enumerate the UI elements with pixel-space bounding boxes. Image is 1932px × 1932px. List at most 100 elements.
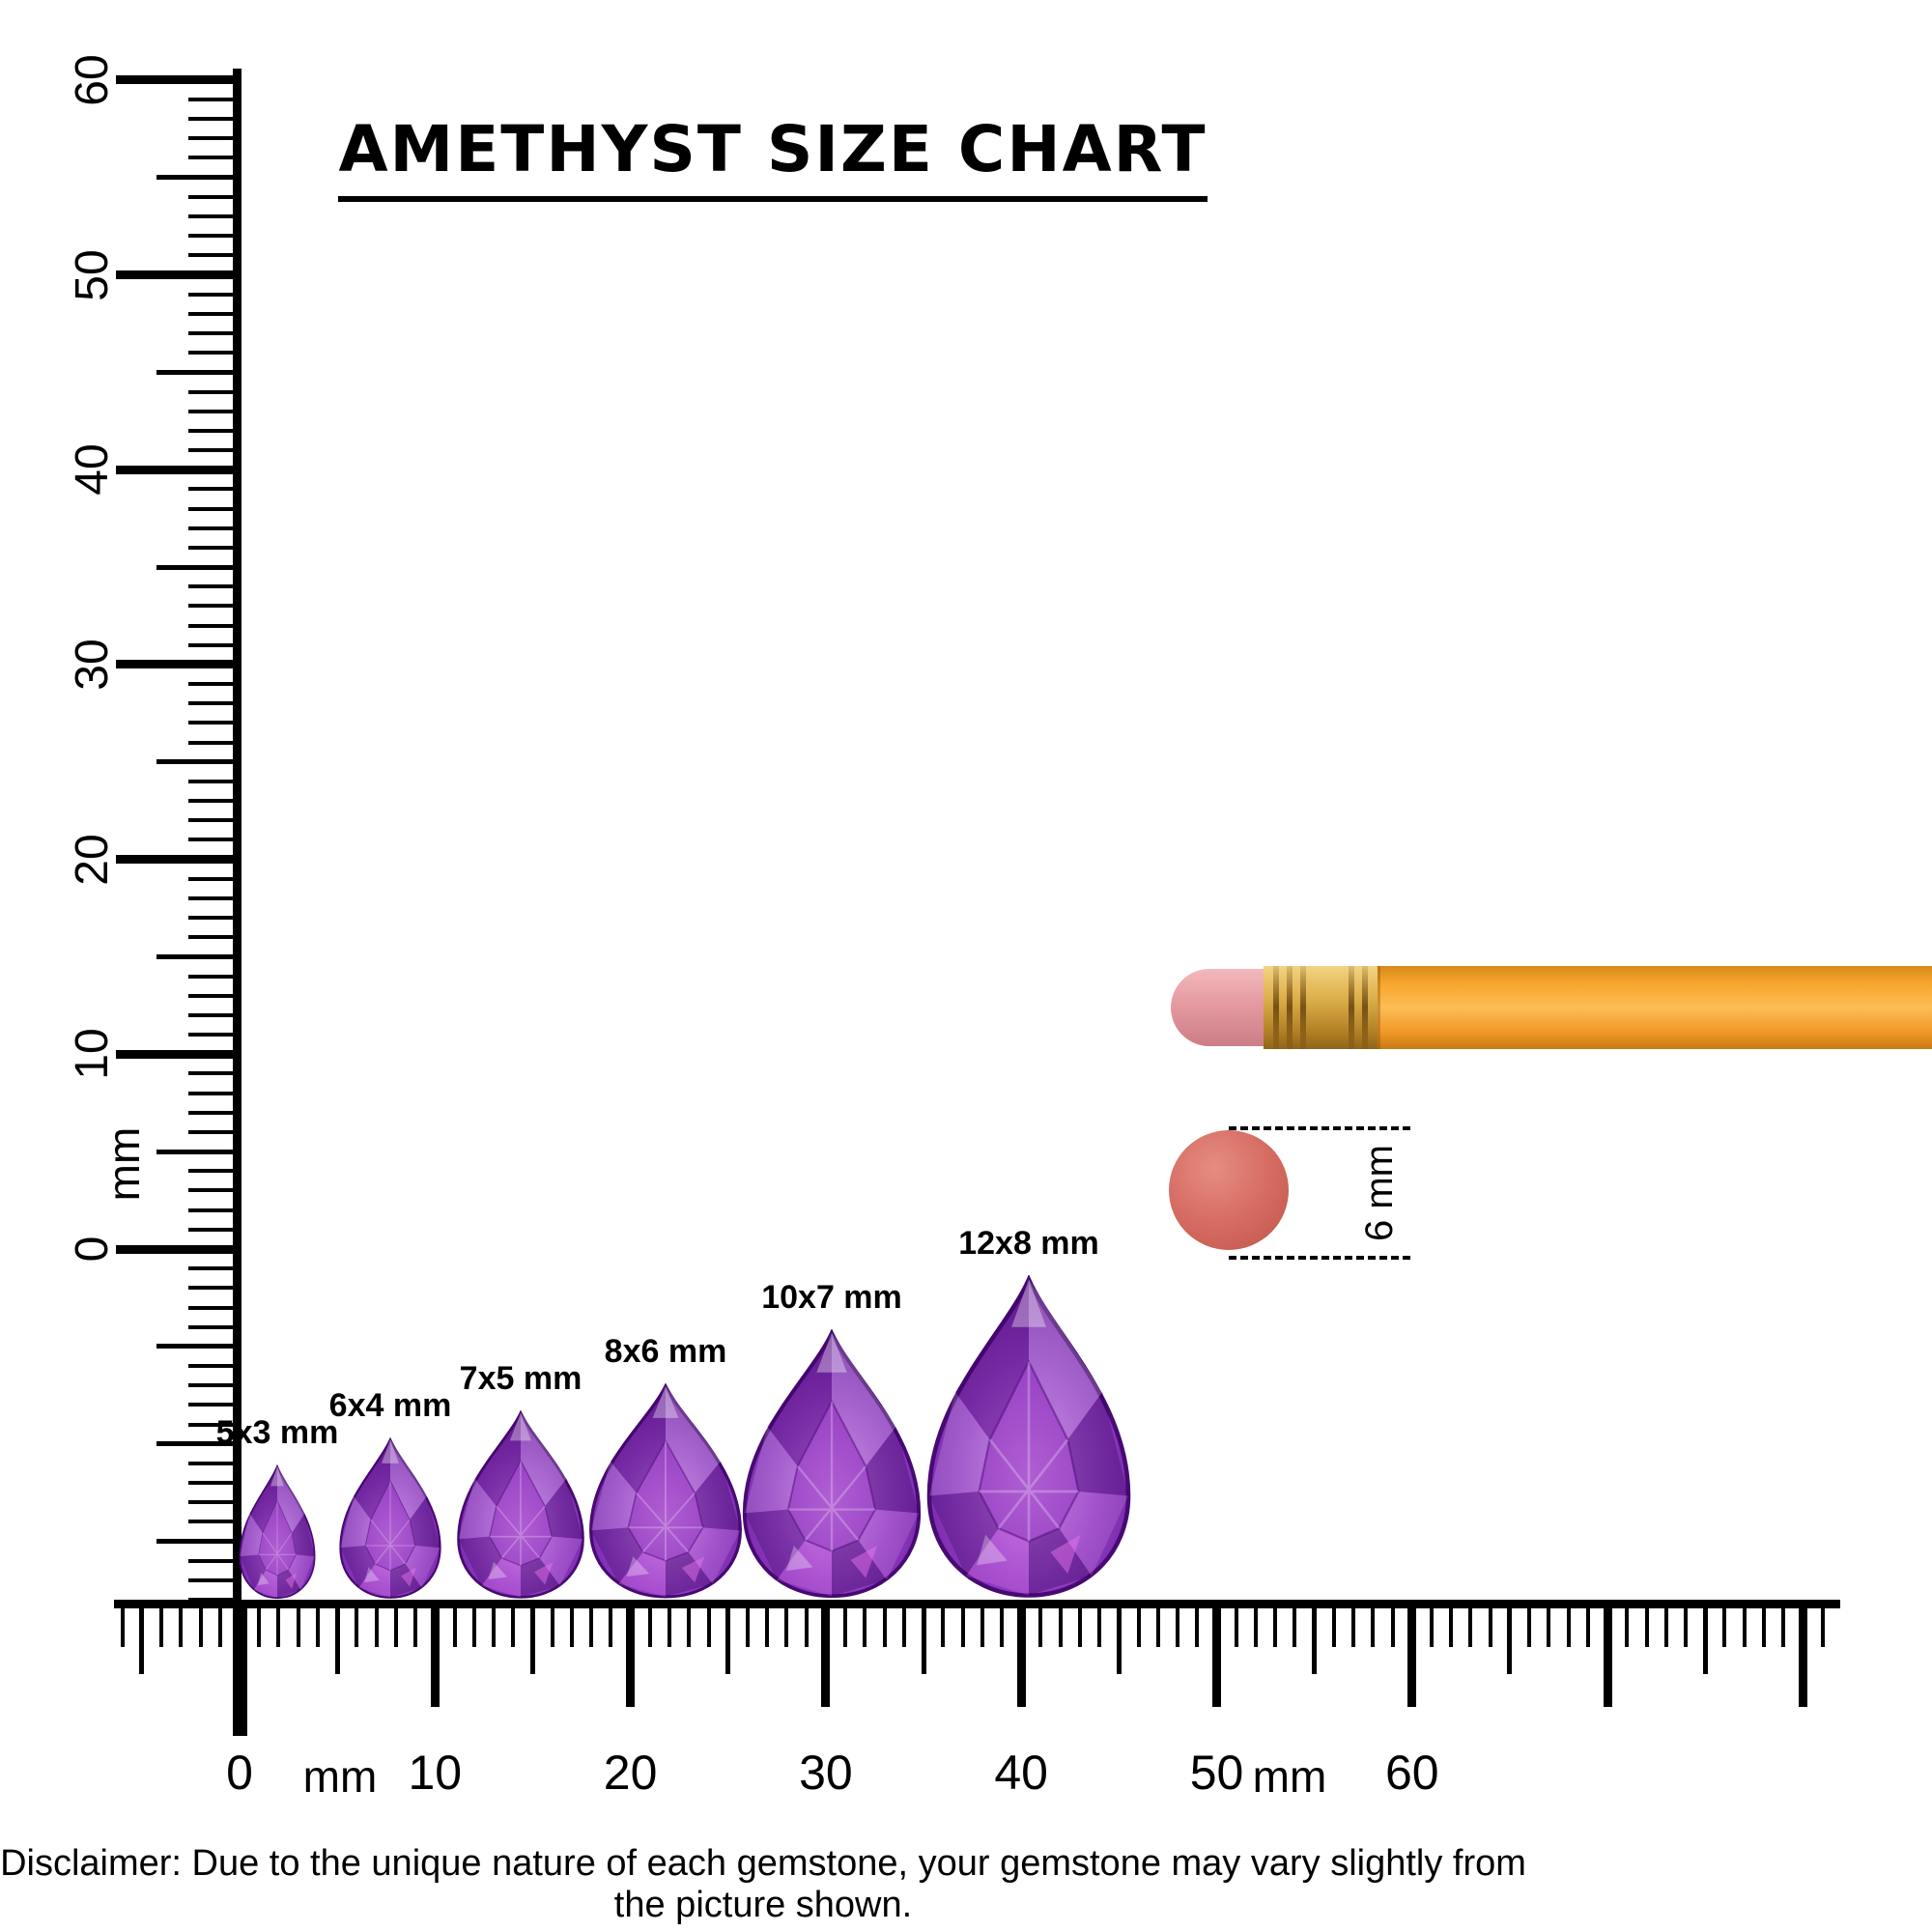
horizontal-ruler-tick: [1212, 1608, 1221, 1707]
vertical-ruler-tick: [188, 1324, 242, 1329]
horizontal-ruler-tick: [1684, 1608, 1689, 1647]
horizontal-ruler-tick: [393, 1608, 398, 1647]
amethyst-gem: [453, 1410, 588, 1600]
horizontal-ruler-tick: [1468, 1608, 1473, 1647]
vertical-ruler-tick: [188, 1461, 242, 1465]
vertical-ruler-tick: [188, 331, 242, 335]
horizontal-ruler-tick: [159, 1608, 164, 1647]
vertical-ruler-tick: [188, 253, 242, 258]
horizontal-ruler-tick: [217, 1608, 222, 1647]
horizontal-ruler-tick: [511, 1608, 516, 1647]
vertical-ruler-tick: [188, 526, 242, 530]
vertical-ruler-tick: [188, 136, 242, 141]
vertical-ruler-tick: [188, 876, 242, 881]
vertical-ruler-tick: [188, 545, 242, 550]
vertical-ruler-number: 10: [66, 1028, 118, 1080]
vertical-ruler-tick: [188, 721, 242, 725]
vertical-ruler-tick: [188, 974, 242, 979]
horizontal-ruler-tick: [1331, 1608, 1336, 1647]
amethyst-gem-svg: [742, 1329, 922, 1599]
gem-size-label: 10x7 mm: [761, 1279, 902, 1316]
horizontal-ruler-unit-left: mm: [302, 1751, 378, 1802]
horizontal-ruler-tick: [139, 1608, 145, 1674]
eraser-dimension-label: 6 mm: [1357, 1145, 1401, 1241]
vertical-ruler-number: 20: [66, 833, 118, 886]
vertical-ruler-tick: [188, 292, 242, 297]
horizontal-ruler-tick: [529, 1608, 535, 1674]
vertical-ruler-tick: [188, 194, 242, 199]
vertical-ruler-tick: [188, 1286, 242, 1291]
horizontal-ruler-tick: [296, 1608, 300, 1647]
gem-size-label: 7x5 mm: [459, 1360, 582, 1397]
horizontal-ruler-tick: [1176, 1608, 1180, 1647]
horizontal-ruler-tick: [1351, 1608, 1356, 1647]
vertical-ruler-tick: [156, 369, 242, 375]
horizontal-ruler-tick: [1527, 1608, 1532, 1647]
vertical-ruler-tick: [116, 855, 242, 865]
horizontal-ruler-tick: [1430, 1608, 1435, 1647]
vertical-ruler-tick: [188, 1110, 242, 1115]
horizontal-ruler-number: 50: [1189, 1746, 1244, 1800]
horizontal-ruler-tick: [452, 1608, 457, 1647]
horizontal-ruler-number: 30: [799, 1746, 853, 1800]
vertical-ruler-tick: [188, 740, 242, 745]
vertical-ruler-number: 50: [66, 248, 118, 301]
page-title: AMETHYST SIZE CHART: [338, 112, 1208, 202]
vertical-ruler-number: 30: [66, 639, 118, 691]
horizontal-ruler-tick: [179, 1608, 184, 1647]
horizontal-ruler-tick: [626, 1608, 636, 1707]
vertical-ruler-tick: [188, 1188, 242, 1193]
horizontal-ruler-number: 10: [408, 1746, 463, 1800]
vertical-ruler-tick: [188, 993, 242, 998]
horizontal-ruler-tick: [1407, 1608, 1417, 1707]
vertical-ruler-tick: [156, 953, 242, 959]
eraser-circle: [1169, 1130, 1289, 1250]
vertical-ruler-tick: [188, 389, 242, 394]
horizontal-ruler-tick: [745, 1608, 750, 1647]
horizontal-ruler-tick: [1702, 1608, 1708, 1674]
vertical-ruler-tick: [188, 623, 242, 628]
horizontal-ruler-tick: [1488, 1608, 1492, 1647]
horizontal-ruler-tick: [921, 1608, 926, 1674]
horizontal-ruler-tick: [491, 1608, 496, 1647]
amethyst-gem-svg: [457, 1410, 584, 1599]
pencil: [1171, 966, 1932, 1049]
horizontal-ruler-tick: [1155, 1608, 1160, 1647]
horizontal-ruler-tick: [569, 1608, 574, 1647]
vertical-ruler-tick: [188, 409, 242, 413]
horizontal-ruler-tick: [355, 1608, 359, 1647]
vertical-ruler-tick: [188, 1383, 242, 1388]
horizontal-ruler-tick: [1663, 1608, 1668, 1647]
vertical-ruler-unit: mm: [99, 1126, 149, 1202]
horizontal-ruler-tick: [257, 1608, 262, 1647]
pencil-ferrule: [1264, 966, 1378, 1049]
gem-size-label: 6x4 mm: [328, 1387, 452, 1424]
amethyst-gem-svg: [926, 1275, 1131, 1598]
vertical-ruler-tick: [188, 1481, 242, 1486]
vertical-ruler-tick: [188, 935, 242, 940]
gem-size-label: 8x6 mm: [604, 1333, 727, 1370]
vertical-ruler-tick: [156, 1539, 242, 1545]
horizontal-ruler-tick: [1603, 1608, 1612, 1707]
horizontal-ruler-tick: [1547, 1608, 1551, 1647]
vertical-ruler-tick: [188, 1129, 242, 1134]
horizontal-ruler-tick: [1136, 1608, 1141, 1647]
horizontal-ruler-tick: [1390, 1608, 1395, 1647]
horizontal-ruler-tick: [784, 1608, 789, 1647]
vertical-ruler-tick: [188, 351, 242, 355]
vertical-ruler-tick: [188, 799, 242, 804]
vertical-ruler-tick: [188, 1422, 242, 1427]
horizontal-ruler-tick: [687, 1608, 692, 1647]
horizontal-ruler-tick: [1058, 1608, 1063, 1647]
amethyst-gem: [336, 1437, 444, 1600]
vertical-ruler-tick: [188, 1500, 242, 1505]
horizontal-ruler-number: 20: [603, 1746, 658, 1800]
horizontal-ruler-tick: [1077, 1608, 1082, 1647]
vertical-ruler-tick: [188, 818, 242, 823]
ferrule-band: [1349, 966, 1354, 1049]
pencil-eraser: [1171, 969, 1265, 1046]
vertical-ruler-tick: [188, 1091, 242, 1095]
vertical-ruler-tick: [188, 1033, 242, 1037]
vertical-ruler-tick: [188, 838, 242, 842]
